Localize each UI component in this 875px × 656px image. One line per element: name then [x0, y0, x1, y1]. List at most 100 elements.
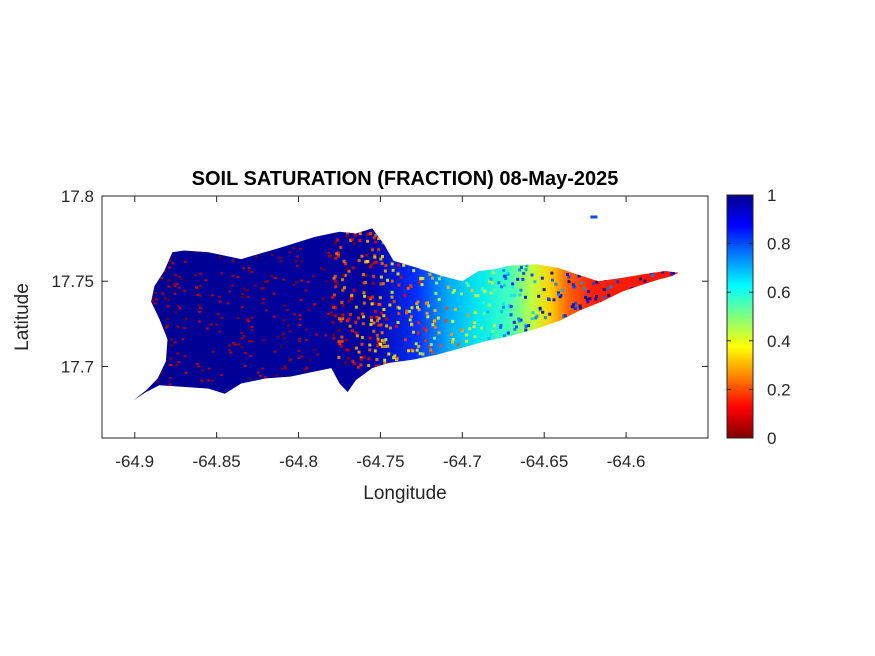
saturation-cell [204, 279, 208, 282]
saturation-cell [241, 306, 244, 309]
saturation-map [133, 215, 679, 401]
saturation-cell [351, 359, 355, 363]
saturation-cell [430, 242, 434, 246]
saturation-cell [370, 248, 374, 252]
saturation-cell [390, 262, 394, 266]
saturation-cell [495, 247, 499, 251]
saturation-cell [431, 264, 435, 268]
saturation-cell [458, 260, 462, 264]
saturation-cell [150, 379, 154, 382]
saturation-cell [514, 256, 518, 260]
saturation-cell [282, 278, 286, 281]
saturation-cell [519, 266, 523, 269]
y-axis-ticks: 17.7 17.75 17.8 [51, 187, 708, 376]
saturation-cell [635, 298, 639, 302]
saturation-cell [428, 240, 432, 244]
saturation-cell [497, 281, 501, 285]
saturation-cell [333, 241, 337, 245]
saturation-cell [657, 322, 661, 326]
saturation-cell [491, 281, 494, 285]
saturation-cell [169, 344, 173, 347]
saturation-cell [521, 235, 525, 239]
saturation-cell [484, 238, 487, 242]
saturation-cell [304, 339, 308, 341]
saturation-cell [300, 260, 304, 263]
saturation-cell [592, 336, 596, 340]
saturation-cell [379, 257, 383, 261]
saturation-cell [368, 343, 372, 347]
saturation-cell [513, 293, 516, 297]
saturation-cell [478, 228, 482, 232]
saturation-cell [391, 268, 395, 272]
land-saturation-fill [133, 228, 679, 401]
saturation-cell [547, 332, 551, 336]
saturation-cell [207, 379, 210, 382]
saturation-cell [240, 257, 244, 259]
saturation-cell [515, 344, 519, 348]
saturation-cell [392, 366, 396, 370]
saturation-cell [256, 371, 260, 374]
saturation-cell [671, 365, 675, 369]
saturation-cell [611, 268, 615, 272]
saturation-cell [380, 261, 384, 265]
saturation-cell [174, 311, 178, 314]
saturation-cell [477, 238, 481, 242]
saturation-cell [593, 307, 597, 311]
saturation-cell [274, 276, 277, 279]
saturation-cell [532, 347, 536, 351]
saturation-cell [616, 280, 620, 284]
saturation-cell [341, 304, 345, 307]
saturation-cell [301, 377, 305, 380]
saturation-cell [527, 234, 531, 238]
saturation-cell [408, 234, 412, 238]
saturation-cell [670, 301, 674, 305]
saturation-cell [263, 376, 267, 379]
saturation-cell [499, 251, 503, 255]
saturation-cell [299, 298, 303, 301]
saturation-cell [370, 318, 374, 322]
saturation-cell [363, 294, 367, 298]
saturation-cell [670, 292, 673, 296]
saturation-cell [436, 316, 440, 320]
saturation-cell [525, 264, 529, 268]
saturation-cell [199, 284, 203, 287]
x-axis-label: Longitude [363, 483, 446, 504]
saturation-cell [514, 289, 518, 293]
saturation-cell [440, 273, 444, 277]
saturation-cell [380, 338, 384, 342]
saturation-cell [515, 348, 519, 352]
saturation-cell [656, 235, 660, 239]
x-tick-label: -64.8 [279, 452, 318, 471]
saturation-cell [606, 234, 610, 237]
saturation-cell [449, 259, 453, 263]
saturation-cell [422, 361, 426, 364]
saturation-cell [631, 335, 635, 338]
saturation-cell [550, 271, 554, 275]
saturation-cell [298, 318, 302, 321]
saturation-cell [517, 319, 521, 323]
saturation-cell [605, 317, 609, 320]
saturation-cell [164, 297, 167, 300]
saturation-cell [182, 289, 186, 292]
y-axis-label: Latitude [12, 283, 33, 351]
saturation-cell [595, 270, 599, 274]
saturation-cell [344, 262, 348, 266]
saturation-cell [392, 300, 396, 304]
saturation-cell [600, 332, 604, 336]
saturation-cell [366, 260, 370, 263]
saturation-cell [574, 225, 577, 228]
saturation-cell [250, 316, 254, 319]
saturation-cell [661, 239, 665, 243]
saturation-cell [657, 331, 661, 335]
saturation-cell [559, 294, 563, 297]
saturation-cell [253, 284, 257, 287]
saturation-cell [378, 296, 382, 300]
saturation-cell [565, 261, 569, 265]
saturation-cell [446, 285, 450, 289]
saturation-cell [558, 260, 562, 264]
saturation-cell [375, 364, 378, 368]
saturation-cell [148, 373, 152, 376]
saturation-cell [647, 228, 651, 231]
saturation-cell [576, 255, 580, 259]
saturation-cell [604, 275, 607, 279]
